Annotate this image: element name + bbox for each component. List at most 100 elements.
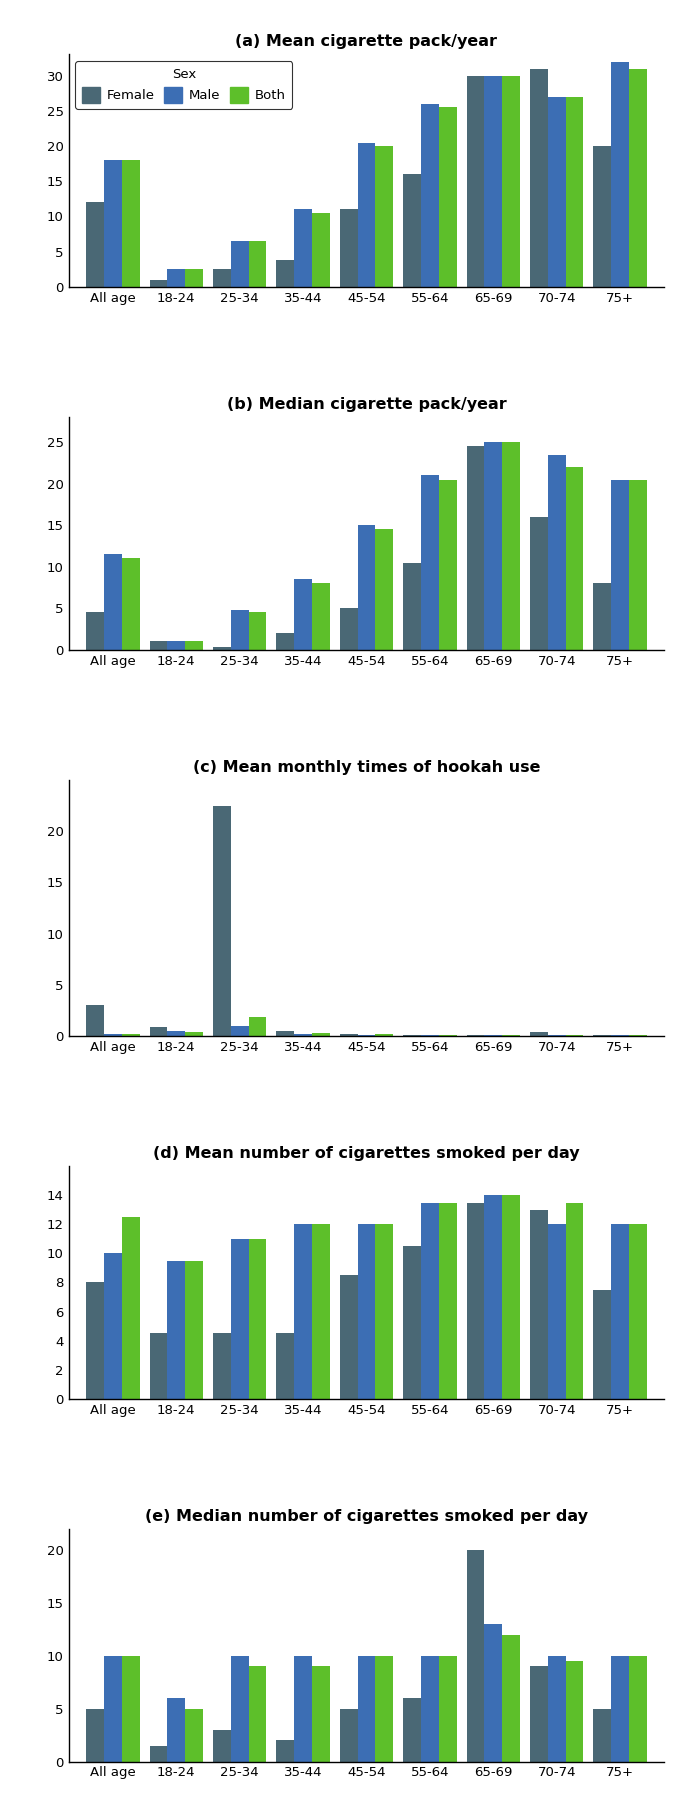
Bar xyxy=(439,479,456,650)
Bar xyxy=(185,1260,203,1398)
Bar xyxy=(566,96,584,287)
Bar xyxy=(312,583,329,650)
Bar xyxy=(86,612,104,650)
Bar xyxy=(593,583,611,650)
Bar xyxy=(466,1202,484,1398)
Bar xyxy=(277,260,294,287)
Bar xyxy=(358,142,375,287)
Bar xyxy=(249,612,266,650)
Bar xyxy=(466,76,484,287)
Bar xyxy=(530,1667,548,1762)
Bar xyxy=(403,1698,421,1762)
Bar xyxy=(530,518,548,650)
Bar xyxy=(358,1224,375,1398)
Bar xyxy=(611,479,629,650)
Bar xyxy=(149,1745,167,1762)
Bar xyxy=(249,1017,266,1035)
Bar xyxy=(502,1195,520,1398)
Bar xyxy=(149,641,167,650)
Bar xyxy=(530,1031,548,1035)
Bar xyxy=(213,646,231,650)
Bar xyxy=(375,1224,393,1398)
Bar xyxy=(213,1333,231,1398)
Bar xyxy=(213,269,231,287)
Legend: Female, Male, Both: Female, Male, Both xyxy=(75,62,292,109)
Bar xyxy=(375,530,393,650)
Bar xyxy=(231,610,249,650)
Bar xyxy=(375,1033,393,1035)
Bar xyxy=(185,641,203,650)
Bar xyxy=(593,1709,611,1762)
Bar xyxy=(185,1031,203,1035)
Bar xyxy=(548,1224,566,1398)
Bar xyxy=(629,479,647,650)
Bar xyxy=(566,1662,584,1762)
Bar xyxy=(294,1224,312,1398)
Bar xyxy=(403,1246,421,1398)
Bar xyxy=(421,104,439,287)
Title: (a) Mean cigarette pack/year: (a) Mean cigarette pack/year xyxy=(236,35,497,49)
Bar xyxy=(231,1656,249,1762)
Bar xyxy=(375,1656,393,1762)
Bar xyxy=(484,443,502,650)
Bar xyxy=(122,1033,140,1035)
Bar xyxy=(611,1224,629,1398)
Bar xyxy=(548,96,566,287)
Bar xyxy=(277,1333,294,1398)
Bar xyxy=(167,269,185,287)
Bar xyxy=(86,1006,104,1035)
Bar xyxy=(104,160,122,287)
Bar xyxy=(277,1740,294,1762)
Bar xyxy=(439,1656,456,1762)
Title: (e) Median number of cigarettes smoked per day: (e) Median number of cigarettes smoked p… xyxy=(145,1509,588,1524)
Bar xyxy=(167,1031,185,1035)
Bar xyxy=(611,1656,629,1762)
Bar xyxy=(421,1656,439,1762)
Bar xyxy=(403,174,421,287)
Title: (c) Mean monthly times of hookah use: (c) Mean monthly times of hookah use xyxy=(192,759,540,775)
Bar xyxy=(375,145,393,287)
Bar xyxy=(104,1253,122,1398)
Bar xyxy=(231,242,249,287)
Bar xyxy=(249,1667,266,1762)
Bar xyxy=(439,1202,456,1398)
Bar xyxy=(86,1709,104,1762)
Bar xyxy=(530,69,548,287)
Bar xyxy=(566,467,584,650)
Title: (b) Median cigarette pack/year: (b) Median cigarette pack/year xyxy=(227,398,506,412)
Bar xyxy=(167,1260,185,1398)
Bar xyxy=(358,1656,375,1762)
Bar xyxy=(548,1656,566,1762)
Bar xyxy=(629,1224,647,1398)
Bar xyxy=(548,454,566,650)
Bar xyxy=(277,634,294,650)
Bar xyxy=(294,1656,312,1762)
Bar xyxy=(213,1731,231,1762)
Bar xyxy=(149,1026,167,1035)
Bar xyxy=(167,1698,185,1762)
Bar xyxy=(466,1551,484,1762)
Bar xyxy=(421,1202,439,1398)
Bar xyxy=(340,1275,358,1398)
Bar xyxy=(421,476,439,650)
Bar xyxy=(185,269,203,287)
Bar xyxy=(439,107,456,287)
Bar xyxy=(340,209,358,287)
Bar xyxy=(484,1195,502,1398)
Bar xyxy=(294,579,312,650)
Bar xyxy=(149,280,167,287)
Bar xyxy=(484,76,502,287)
Bar xyxy=(403,563,421,650)
Bar xyxy=(312,1033,329,1035)
Bar xyxy=(294,209,312,287)
Bar xyxy=(593,145,611,287)
Bar xyxy=(611,62,629,287)
Bar xyxy=(249,242,266,287)
Bar xyxy=(593,1289,611,1398)
Bar xyxy=(277,1031,294,1035)
Bar xyxy=(122,559,140,650)
Bar xyxy=(122,160,140,287)
Bar xyxy=(566,1202,584,1398)
Bar xyxy=(530,1209,548,1398)
Bar xyxy=(104,1656,122,1762)
